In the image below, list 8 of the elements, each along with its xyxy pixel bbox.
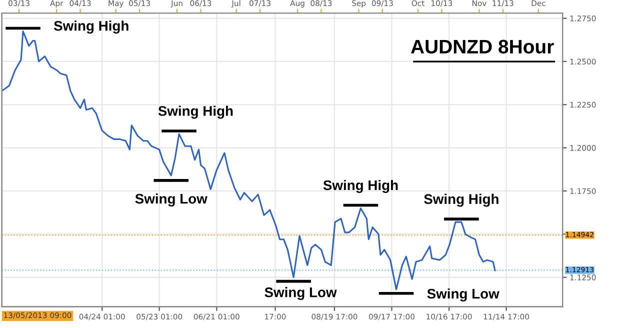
annotation: Swing Low <box>427 288 500 302</box>
annotation: Swing High <box>158 106 233 119</box>
text: AUDNZD 8Hour <box>410 40 554 54</box>
annotation: Swing Low <box>135 193 208 207</box>
annotation: Swing High <box>54 20 128 34</box>
annotation: Swing Low <box>264 287 337 300</box>
annotation: Swing High <box>424 194 498 207</box>
annotation: Swing High <box>323 180 398 193</box>
